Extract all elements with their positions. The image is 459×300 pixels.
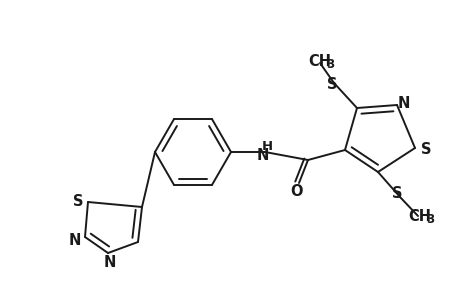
Text: S: S — [391, 187, 401, 202]
Text: N: N — [397, 95, 409, 110]
Text: 3: 3 — [325, 58, 333, 70]
Text: N: N — [69, 233, 81, 248]
Text: N: N — [104, 256, 116, 271]
Text: N: N — [256, 148, 269, 164]
Text: CH: CH — [408, 209, 431, 224]
Text: 3: 3 — [425, 214, 433, 226]
Text: S: S — [73, 194, 83, 208]
Text: CH: CH — [308, 53, 331, 68]
Text: S: S — [326, 76, 336, 92]
Text: O: O — [290, 184, 302, 199]
Text: H: H — [261, 140, 272, 152]
Text: S: S — [420, 142, 431, 157]
